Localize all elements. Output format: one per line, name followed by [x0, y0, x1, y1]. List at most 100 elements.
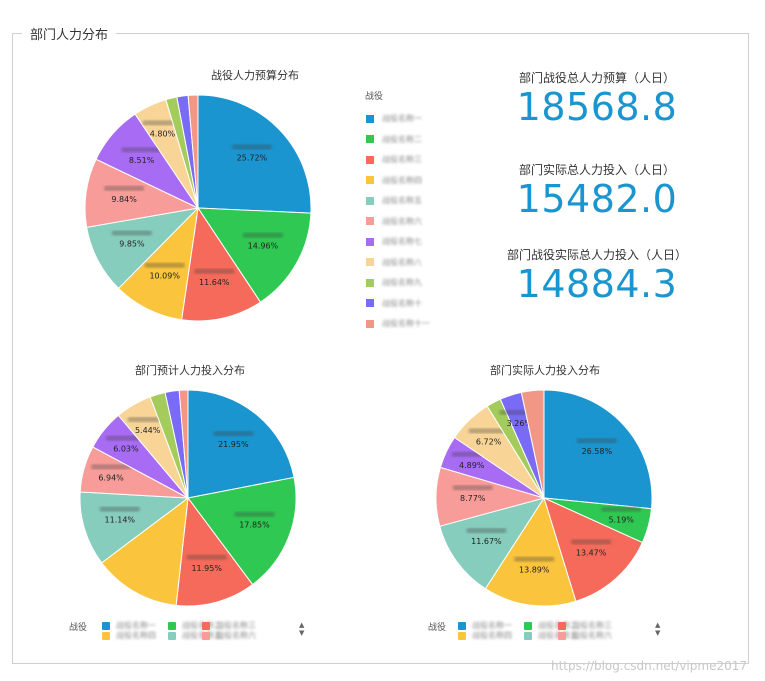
chart-title-planned: 部门预计人力投入分布 [135, 364, 245, 377]
slice-percent-label: 21.95% [218, 440, 249, 449]
legend-swatch [458, 631, 466, 640]
legend-item[interactable]: 战役名称六 [366, 216, 422, 227]
legend-swatch [366, 258, 374, 266]
pie-slice[interactable] [175, 496, 254, 607]
slice-percent-label: 13.47% [576, 548, 607, 557]
legend-item[interactable]: 战役名称四 [458, 630, 512, 641]
slice-name-blurred [468, 428, 509, 434]
pie-slice[interactable] [187, 389, 295, 499]
legend-item[interactable]: 战役名称十 [366, 298, 422, 309]
legend-swatch [168, 631, 176, 640]
legend-swatch [558, 621, 566, 630]
pie-slice[interactable] [181, 206, 262, 322]
pie-slice[interactable] [197, 94, 312, 214]
slice-name-blurred [213, 431, 254, 437]
chart-title-actual: 部门实际人力投入分布 [490, 364, 600, 377]
legend-swatch [366, 299, 374, 307]
legend-swatch [102, 621, 110, 630]
pie-slice[interactable] [520, 389, 545, 499]
legend-item[interactable]: 战役名称三 [558, 620, 612, 631]
stat-value-campaign-actual: 14884.3 [516, 262, 678, 306]
pie-0: 25.72% 14.96% 11.64% 10.09% 9.85% 9.84% 8.51% 4… [84, 94, 312, 322]
legend-item[interactable]: 战役名称八 [366, 257, 422, 268]
slice-percent-label: 5.44% [135, 426, 161, 435]
legend-label: 战役名称九 [382, 278, 422, 287]
legend-label: 战役名称一 [382, 114, 422, 123]
slice-name-blurred [452, 485, 493, 491]
slice-name-blurred [194, 268, 235, 274]
pie-slice[interactable] [100, 496, 189, 606]
legend-swatch [366, 237, 374, 246]
stat-value-actual-total: 15482.0 [516, 177, 678, 221]
legend-label: 战役名称十 [382, 298, 422, 308]
pie-1: 21.95% 17.85% 11.95% 11.14% 6.94% 6.03% 5.44% [79, 389, 297, 607]
legend-page-arrows-icon[interactable]: ▲ ▼ [299, 621, 305, 637]
legend-item[interactable]: 战役名称四 [366, 175, 422, 186]
slice-percent-label: 11.95% [191, 564, 222, 573]
legend-swatch [202, 631, 210, 640]
pie-slice[interactable] [178, 389, 189, 499]
slice-percent-label: 6.72% [476, 437, 502, 446]
legend-swatch [366, 114, 374, 123]
pie-slice[interactable] [543, 497, 644, 602]
legend-label: 战役名称二 [382, 134, 422, 144]
slice-name-blurred [231, 144, 272, 150]
legend-label: 战役名称四 [472, 631, 512, 640]
legend-item[interactable]: 战役名称九 [366, 277, 422, 288]
stat-label-campaign-actual: 部门战役实际总人力投入（人日） [506, 248, 687, 262]
legend-swatch [366, 176, 374, 184]
legend-item[interactable]: 战役名称六 [558, 630, 612, 641]
slice-percent-label: 4.89% [459, 461, 485, 470]
watermark: https://blog.csdn.net/vipme2017 [550, 659, 747, 673]
legend-item[interactable]: 战役名称一 [458, 620, 512, 631]
slice-percent-label: 13.89% [519, 566, 550, 575]
slice-name-blurred [466, 528, 507, 534]
legend-swatch [458, 621, 466, 630]
legend-swatch [524, 621, 532, 630]
legend-swatch [366, 135, 374, 143]
slice-percent-label: 14.96% [248, 242, 279, 251]
legend-swatch [366, 278, 374, 287]
legend-item[interactable]: 战役名称四 [102, 630, 156, 641]
legend-item[interactable]: 战役名称三 [202, 620, 256, 631]
slice-percent-label: 10.09% [149, 272, 180, 281]
chart-panel [12, 33, 749, 664]
slice-name-blurred [601, 506, 642, 512]
slice-percent-label: 4.80% [150, 129, 176, 138]
legend-item[interactable]: 战役名称二 [366, 134, 422, 145]
legend-item[interactable]: 战役名称三 [366, 154, 422, 165]
legend-item[interactable]: 战役名称一 [366, 113, 422, 124]
legend-label: 战役名称三 [382, 155, 422, 164]
pie-slice[interactable] [543, 389, 653, 510]
slice-name-blurred [111, 230, 152, 236]
slice-percent-label: 6.03% [113, 445, 139, 454]
slice-percent-label: 26.58% [582, 447, 613, 456]
pie-slice[interactable] [187, 476, 297, 586]
legend-swatch [558, 631, 566, 640]
legend-item[interactable]: 战役名称十一 [366, 318, 430, 329]
legend-item[interactable]: 战役名称五 [366, 195, 422, 206]
legend-label: 战役名称三 [216, 621, 256, 630]
slice-name-blurred [186, 554, 227, 560]
legend-label: 战役名称五 [382, 196, 422, 205]
legend-label: 战役名称一 [472, 621, 512, 630]
panel-title: 部门人力分布 [22, 24, 117, 43]
legend-swatch [366, 196, 374, 205]
pie-slice[interactable] [439, 497, 546, 590]
slice-name-blurred [144, 262, 185, 268]
slice-percent-label: 9.84% [111, 195, 137, 204]
legend-title-actual: 战役 [428, 623, 447, 633]
slice-name-blurred [91, 464, 132, 470]
pie-slice[interactable] [187, 94, 199, 209]
legend-item[interactable]: 战役名称六 [202, 630, 256, 641]
legend-title-planned: 战役 [69, 623, 88, 633]
legend-page-arrows-icon[interactable]: ▲ ▼ [655, 621, 661, 637]
legend-item[interactable]: 战役名称一 [102, 620, 156, 631]
slice-percent-label: 9.85% [119, 240, 145, 249]
slice-name-blurred [571, 539, 612, 545]
legend-item[interactable]: 战役名称七 [366, 236, 422, 247]
pie-slice[interactable] [484, 496, 577, 607]
pie-slice[interactable] [197, 207, 312, 303]
legend-swatch [168, 621, 176, 630]
